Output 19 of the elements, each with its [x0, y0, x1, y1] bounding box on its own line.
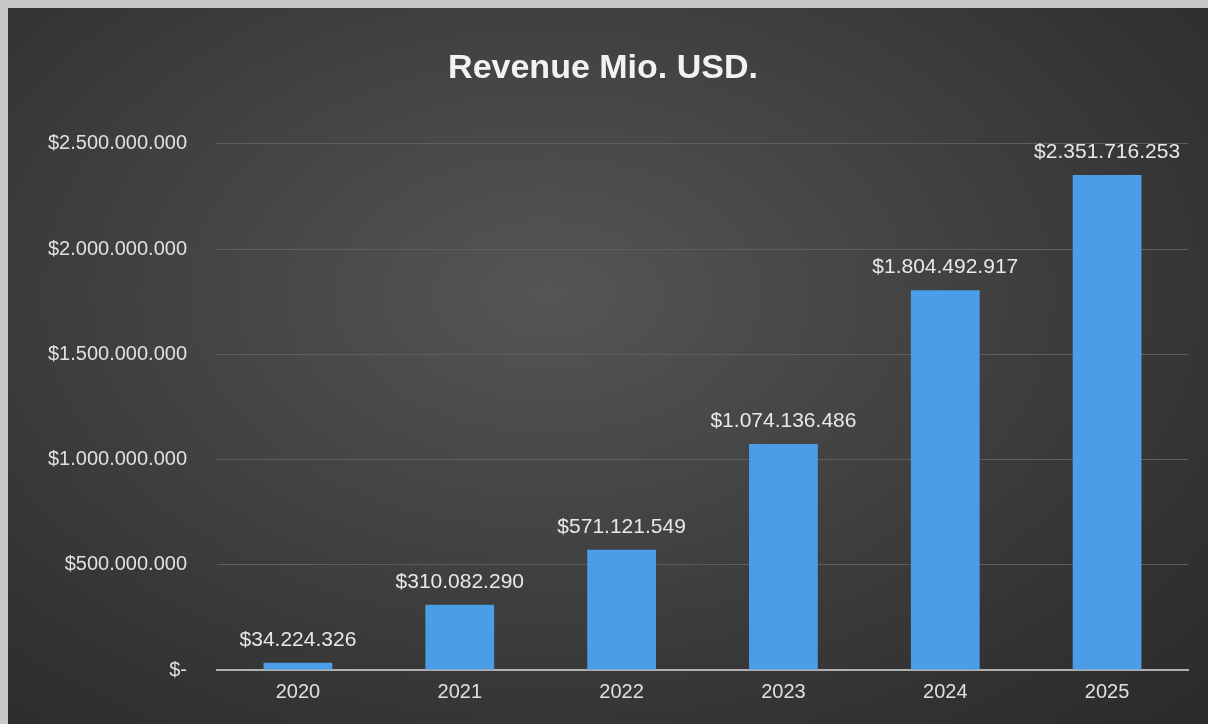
x-tick-label: 2024: [923, 679, 968, 702]
x-tick-label: 2022: [599, 679, 644, 702]
y-tick-label: $500.000.000: [64, 552, 188, 575]
data-label: $1.804.492.917: [872, 254, 1019, 278]
y-tick-label: $1.500.000.000: [47, 341, 188, 364]
y-tick-label: $2.000.000.000: [47, 236, 188, 259]
data-label: $571.121.549: [557, 514, 686, 538]
y-tick-label: $2.500.000.000: [47, 131, 188, 154]
y-tick-label: $-: [169, 657, 188, 680]
data-label: $1.074.136.486: [710, 408, 857, 432]
x-tick-label: 2023: [761, 679, 806, 702]
y-tick-label: $1.000.000.000: [47, 447, 188, 470]
chart-title: Revenue Mio. USD.: [448, 46, 758, 85]
x-tick-label: 2020: [275, 679, 321, 702]
x-tick-label: 2021: [437, 679, 483, 702]
data-label: $310.082.290: [395, 569, 524, 593]
data-label: $2.351.716.253: [1034, 139, 1181, 163]
x-tick-label: 2025: [1084, 679, 1130, 702]
data-label: $34.224.326: [239, 627, 357, 651]
